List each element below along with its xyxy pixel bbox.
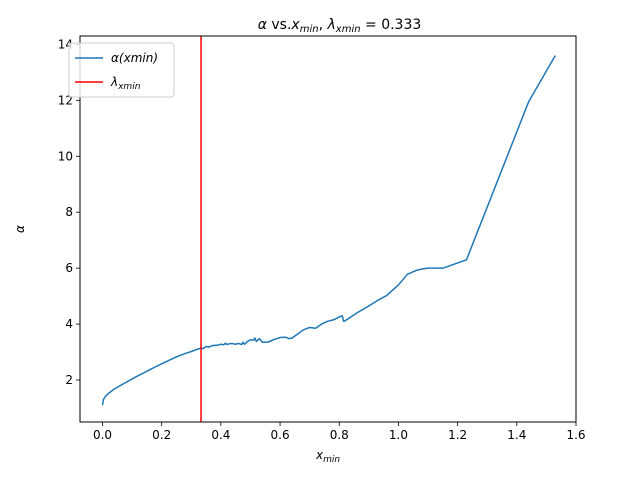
y-axis-label: α — [13, 225, 27, 233]
x-tick-label: 0.2 — [152, 428, 171, 442]
x-axis-label: xmin — [315, 448, 340, 465]
x-tick-label: 0.4 — [211, 428, 230, 442]
series-layer — [101, 36, 556, 422]
x-tick-label: 1.4 — [507, 428, 526, 442]
x-tick-label: 0.8 — [330, 428, 349, 442]
x-tick-label: 1.6 — [566, 428, 585, 442]
y-tick-label: 6 — [65, 261, 73, 275]
legend-box — [68, 42, 175, 98]
y-tick-label: 4 — [65, 317, 73, 331]
title-vs: vs. — [267, 17, 291, 33]
legend-lambda-sub: xmin — [117, 82, 141, 92]
legend: α(xmin) λxmin — [68, 42, 175, 98]
x-axis-ticks: 0.0 0.2 0.4 0.6 0.8 1.0 1.2 1.4 1.6 — [93, 422, 586, 442]
legend-lambda-base: λ — [110, 75, 118, 89]
axes-frame — [79, 35, 577, 423]
y-tick-label: 12 — [58, 93, 73, 107]
title-alpha: α — [258, 17, 268, 33]
title-x: x — [290, 17, 300, 33]
y-tick-label: 10 — [58, 149, 73, 163]
legend-label-alpha: α(xmin) — [111, 51, 158, 65]
series-alpha-line — [101, 55, 556, 406]
title-sep: , — [319, 17, 328, 33]
title-lambda-sub: xmin — [335, 24, 361, 35]
x-axis-label-base: x — [315, 448, 324, 462]
y-tick-label: 2 — [65, 373, 73, 387]
title-x-sub: min — [300, 24, 319, 35]
plot-area — [101, 36, 556, 422]
legend-label-lambda: λxmin — [110, 75, 141, 92]
x-axis-label-sub: min — [323, 455, 340, 465]
title-eq: = 0.333 — [361, 17, 422, 33]
x-tick-label: 1.2 — [448, 428, 467, 442]
x-tick-label: 0.0 — [93, 428, 112, 442]
chart-title: α vs.xmin, λxmin = 0.333 — [258, 17, 422, 35]
x-tick-label: 0.6 — [271, 428, 290, 442]
y-tick-label: 8 — [65, 205, 73, 219]
x-tick-label: 1.0 — [389, 428, 408, 442]
title-lambda: λ — [326, 17, 335, 33]
